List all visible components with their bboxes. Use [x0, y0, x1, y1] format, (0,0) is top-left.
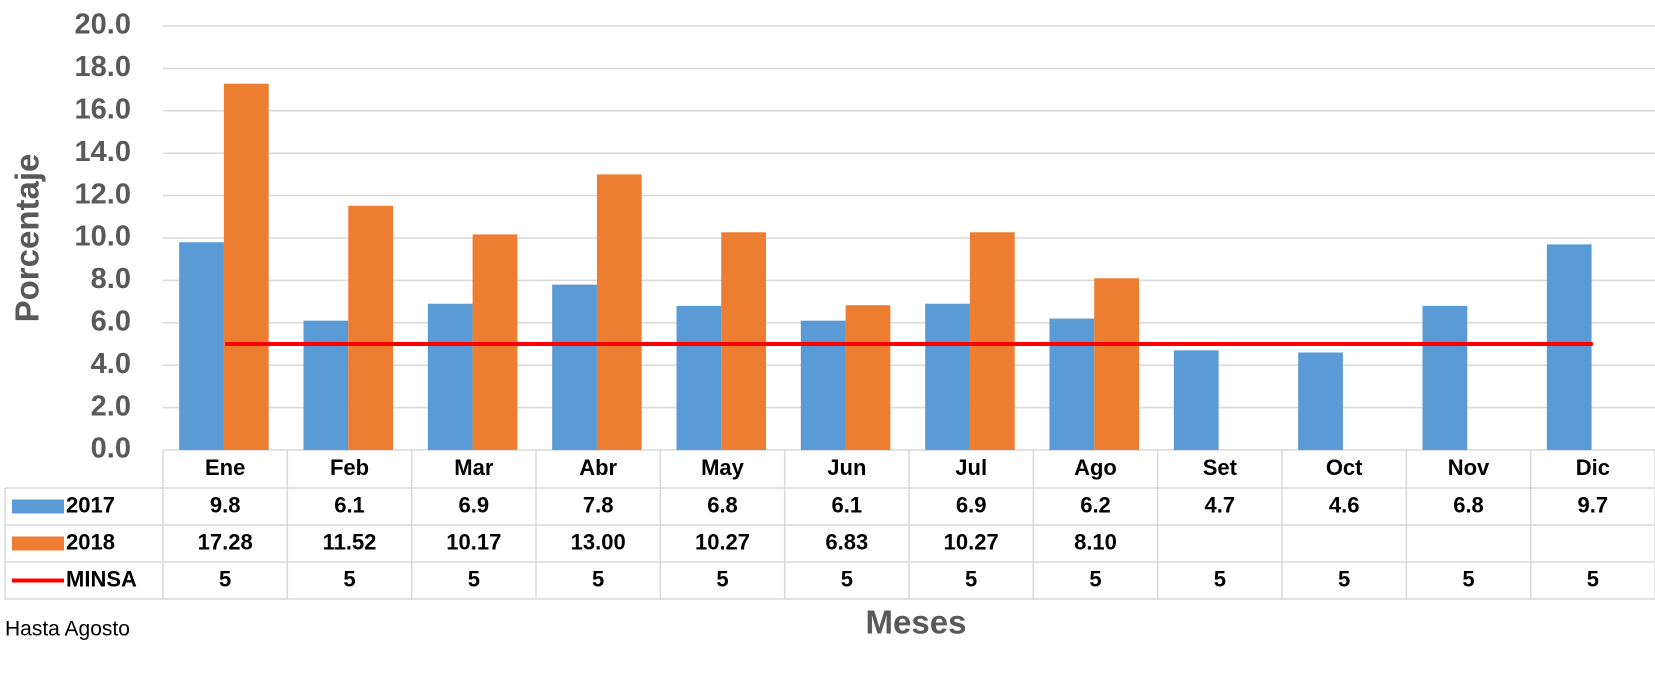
table-value: 17.28	[198, 529, 253, 554]
table-value: 6.9	[956, 492, 987, 517]
table-value: 5	[716, 566, 728, 591]
table-value: 13.00	[571, 529, 626, 554]
bar	[800, 320, 846, 450]
y-tick-label: 18.0	[75, 51, 131, 83]
x-tick-label: Ago	[1074, 455, 1117, 480]
footnote: Hasta Agosto	[5, 618, 130, 641]
bar	[676, 305, 722, 450]
table-value: 6.2	[1080, 492, 1111, 517]
table-value: 4.7	[1205, 492, 1236, 517]
x-tick-label: Feb	[330, 455, 369, 480]
table-value: 10.17	[446, 529, 501, 554]
table-value: 7.8	[583, 492, 614, 517]
x-tick-label: Mar	[454, 455, 494, 480]
legend-label: 2017	[66, 492, 115, 517]
table-value: 5	[965, 566, 977, 591]
bar	[721, 232, 767, 450]
x-tick-label: Oct	[1326, 455, 1363, 480]
legend-label: MINSA	[66, 566, 137, 591]
bar	[845, 305, 891, 450]
table-value: 6.8	[1453, 492, 1484, 517]
y-tick-label: 14.0	[75, 136, 131, 168]
table-value: 5	[343, 566, 355, 591]
x-tick-label: May	[701, 455, 745, 480]
legend-key	[12, 536, 64, 551]
bar	[1422, 305, 1468, 450]
y-tick-label: 20.0	[75, 9, 131, 41]
table-value: 11.52	[323, 529, 377, 554]
x-tick-label: Set	[1203, 455, 1238, 480]
table-value: 5	[468, 566, 480, 591]
table-value: 5	[219, 566, 231, 591]
y-tick-label: 4.0	[91, 348, 131, 380]
bar	[596, 174, 642, 450]
x-axis-title: Meses	[866, 604, 967, 641]
bar	[1049, 318, 1095, 450]
table-value: 10.27	[695, 529, 750, 554]
table-value: 5	[592, 566, 604, 591]
bar	[179, 242, 224, 450]
bar	[552, 284, 597, 450]
x-tick-label: Jul	[955, 455, 987, 480]
y-tick-label: 16.0	[75, 93, 131, 125]
table-value: 6.1	[832, 492, 863, 517]
bar	[348, 205, 394, 450]
table-value: 4.6	[1329, 492, 1360, 517]
table-value: 5	[1338, 566, 1350, 591]
table-value: 8.10	[1074, 529, 1117, 554]
bar	[925, 303, 970, 450]
y-tick-label: 2.0	[91, 390, 131, 422]
table-value: 5	[1214, 566, 1226, 591]
table-value: 9.8	[210, 492, 241, 517]
x-tick-label: Ene	[205, 455, 245, 480]
bar	[223, 83, 269, 450]
table-value: 5	[1587, 566, 1599, 591]
table-value: 5	[1462, 566, 1474, 591]
bar	[1546, 244, 1592, 450]
bar	[969, 232, 1015, 450]
table-value: 5	[1089, 566, 1101, 591]
table-value: 10.27	[944, 529, 999, 554]
table-value: 5	[841, 566, 853, 591]
bar	[303, 320, 349, 450]
table-value: 6.1	[334, 492, 365, 517]
y-tick-label: 8.0	[91, 263, 131, 295]
bar	[1298, 352, 1343, 450]
legend-key	[12, 499, 64, 514]
x-tick-label: Nov	[1448, 455, 1490, 480]
x-tick-label: Dic	[1576, 455, 1610, 480]
table-value: 6.9	[459, 492, 490, 517]
legend-label: 2018	[66, 529, 115, 554]
y-tick-label: 0.0	[91, 433, 131, 465]
y-axis-title: Porcentaje	[9, 154, 46, 323]
bar	[1173, 350, 1219, 450]
y-tick-label: 6.0	[91, 305, 131, 337]
bar	[1094, 278, 1140, 450]
table-value: 9.7	[1578, 492, 1609, 517]
table-value: 6.8	[707, 492, 738, 517]
x-tick-label: Jun	[827, 455, 866, 480]
y-tick-label: 12.0	[75, 178, 131, 210]
bar	[427, 303, 473, 450]
y-tick-label: 10.0	[75, 221, 131, 253]
table-value: 6.83	[825, 529, 868, 554]
x-tick-label: Abr	[579, 455, 617, 480]
